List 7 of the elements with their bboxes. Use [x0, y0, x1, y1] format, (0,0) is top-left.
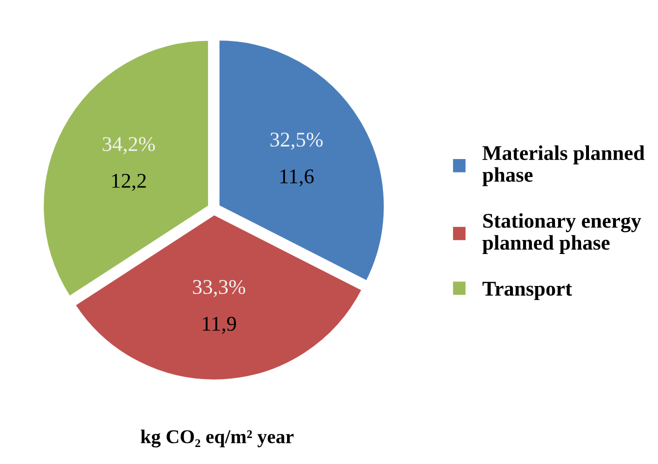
data-label: 33,3% 11,9 — [193, 280, 246, 334]
legend-label: Materials planned phase — [482, 145, 645, 186]
data-label: 34,2% 12,2 — [102, 137, 155, 191]
legend-label: Stationary energy planned phase — [482, 213, 642, 254]
data-label: 32,5% 11,6 — [270, 132, 323, 186]
text: kg CO₂ eq/m² year — [140, 430, 294, 448]
legend-label: Transport — [482, 282, 572, 300]
